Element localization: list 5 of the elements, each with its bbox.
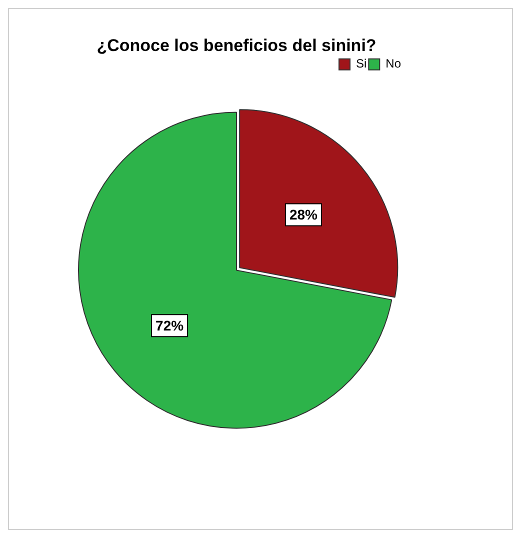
data-label: 72% (156, 317, 184, 334)
chart-title: ¿Conoce los beneficios del sinini? (96, 36, 376, 55)
legend-label: Si (356, 56, 367, 71)
data-label: 28% (289, 206, 318, 223)
legend-label: No (386, 56, 402, 71)
